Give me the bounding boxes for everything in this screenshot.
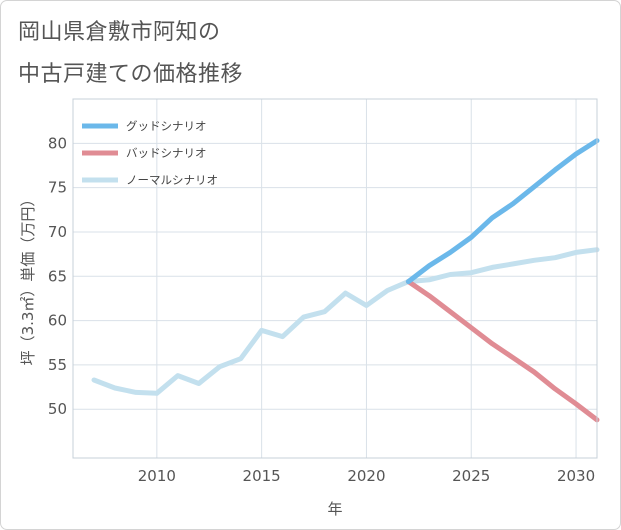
legend-label: ノーマルシナリオ xyxy=(126,173,218,187)
y-axis-label: 坪（3.3㎡）単価（万円） xyxy=(19,192,37,366)
series-line-1 xyxy=(405,279,600,423)
series-line-0 xyxy=(405,138,600,285)
series-line-2 xyxy=(91,247,600,396)
x-tick-label: 2025 xyxy=(452,467,490,485)
y-tick-label: 70 xyxy=(48,223,67,241)
x-tick-label: 2010 xyxy=(138,467,176,485)
y-tick-label: 60 xyxy=(48,312,67,330)
plot-area xyxy=(73,99,597,458)
y-tick-label: 50 xyxy=(48,400,67,418)
legend-label: グッドシナリオ xyxy=(126,119,207,133)
y-tick-label: 55 xyxy=(48,356,67,374)
x-tick-label: 2015 xyxy=(243,467,281,485)
y-tick-label: 75 xyxy=(48,179,67,197)
series-lines xyxy=(91,138,600,423)
plot-border xyxy=(72,98,598,459)
chart-title-line-1: 岡山県倉敷市阿知の xyxy=(18,20,221,45)
x-axis-label: 年 xyxy=(327,500,342,518)
y-tick-label: 80 xyxy=(48,134,67,152)
y-tick-label: 65 xyxy=(48,267,67,285)
grid-lines xyxy=(73,99,597,458)
legend-label: バッドシナリオ xyxy=(126,146,207,160)
plot-border-rect xyxy=(72,98,598,459)
chart-title-line-2: 中古戸建ての価格推移 xyxy=(18,62,244,87)
tick-labels: 2010 2015 2020 2025 2030 50 55 60 65 70 75 80 xyxy=(48,134,595,485)
x-tick-label: 2030 xyxy=(557,467,595,485)
x-tick-label: 2020 xyxy=(347,467,385,485)
